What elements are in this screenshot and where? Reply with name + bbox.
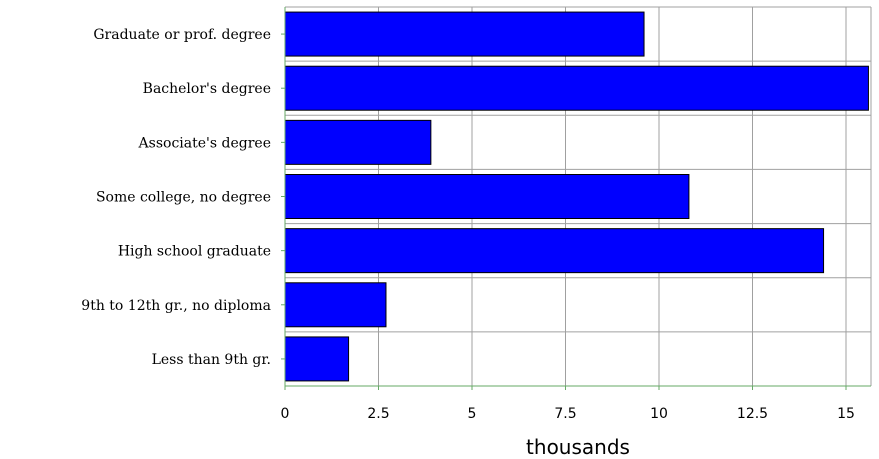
category-label: 9th to 12th gr., no diploma — [81, 298, 271, 314]
x-tick-label: 12.5 — [737, 406, 768, 422]
category-label: Less than 9th gr. — [152, 352, 271, 368]
category-label: High school graduate — [118, 244, 271, 260]
x-tick-label: 10 — [650, 406, 668, 422]
bar — [284, 65, 869, 111]
category-label: Bachelor's degree — [143, 81, 271, 97]
x-tick-label: 5 — [468, 406, 477, 422]
bar — [284, 228, 825, 274]
bar — [284, 174, 690, 219]
bar — [284, 11, 645, 57]
x-tick-label: 0 — [281, 406, 290, 422]
x-tick-label: 7.5 — [554, 406, 576, 422]
bar — [284, 282, 387, 328]
bar — [284, 336, 350, 382]
x-tick-label: 15 — [837, 406, 855, 422]
bars — [284, 11, 869, 382]
category-label: Associate's degree — [138, 135, 271, 151]
x-tick-label: 2.5 — [367, 406, 389, 422]
category-label: Graduate or prof. degree — [93, 27, 271, 43]
y-axis: Graduate or prof. degree Bachelor's degre… — [81, 7, 286, 386]
bar — [284, 119, 432, 165]
x-axis: 0 2.5 5 7.5 10 12.5 15 — [281, 385, 871, 422]
x-axis-title: thousands — [526, 435, 630, 459]
category-label: Some college, no degree — [96, 190, 271, 206]
